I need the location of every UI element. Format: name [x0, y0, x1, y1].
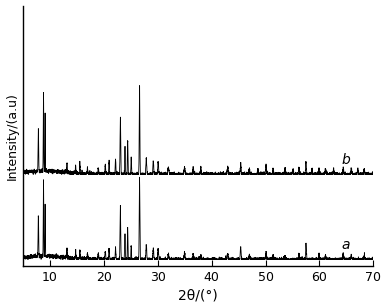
- Y-axis label: Intensity/(a.u): Intensity/(a.u): [5, 92, 19, 180]
- X-axis label: 2θ/(°): 2θ/(°): [178, 289, 218, 302]
- Text: b: b: [341, 153, 350, 167]
- Text: a: a: [341, 238, 349, 252]
